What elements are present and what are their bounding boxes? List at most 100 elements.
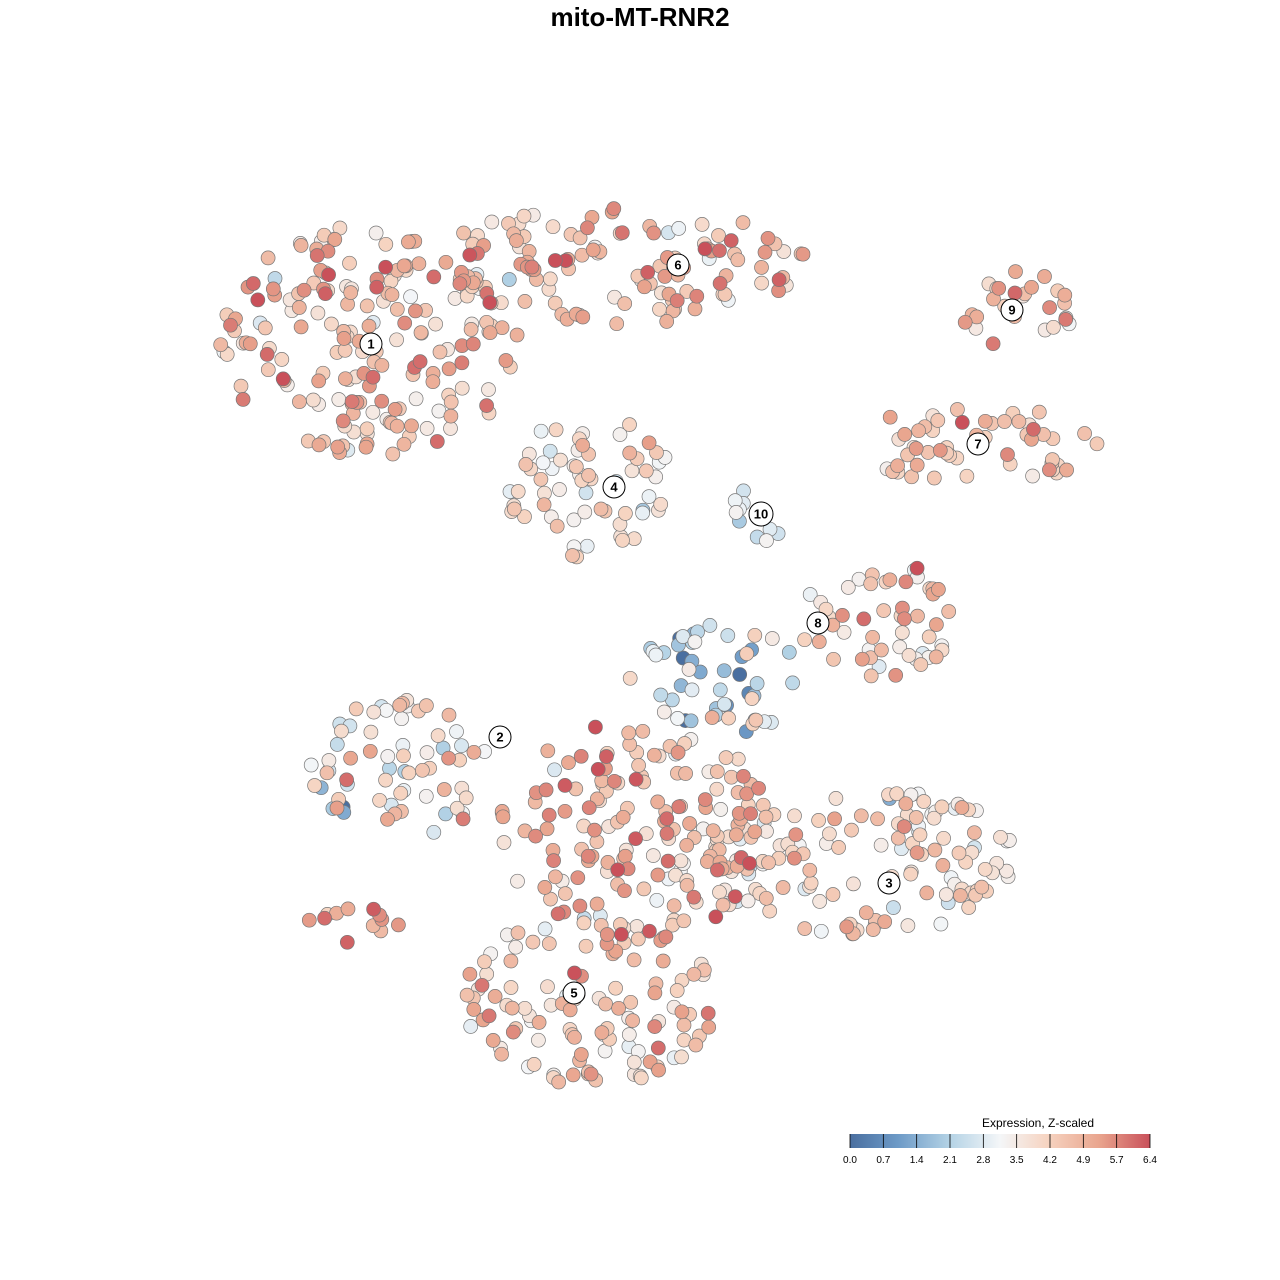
- data-point: [594, 1025, 610, 1040]
- data-point: [716, 663, 732, 679]
- data-point: [787, 808, 802, 824]
- data-point: [701, 1019, 717, 1035]
- data-point: [380, 811, 395, 827]
- data-point: [894, 625, 910, 640]
- data-point: [647, 985, 663, 1001]
- data-point: [443, 421, 458, 436]
- data-point: [730, 751, 746, 767]
- data-point: [321, 267, 336, 283]
- data-point: [311, 437, 327, 453]
- data-point: [573, 1047, 589, 1062]
- data-point: [581, 800, 597, 816]
- data-point: [900, 918, 916, 933]
- data-point: [329, 800, 345, 816]
- data-point: [551, 1074, 567, 1090]
- data-point: [336, 331, 352, 346]
- data-point: [826, 651, 841, 667]
- data-point: [618, 506, 633, 521]
- data-point: [495, 809, 511, 825]
- data-point: [681, 662, 697, 677]
- cluster-label-marker: [806, 611, 830, 635]
- data-point: [557, 886, 573, 901]
- legend-tick-label: 4.9: [1076, 1155, 1090, 1166]
- data-point: [549, 518, 565, 534]
- cluster-label-text: 5: [570, 986, 577, 1001]
- data-point: [378, 702, 394, 718]
- data-point: [825, 887, 841, 902]
- data-point: [645, 848, 661, 863]
- data-point: [454, 738, 469, 754]
- data-point: [213, 337, 229, 353]
- data-point: [561, 755, 576, 770]
- data-point: [1011, 414, 1027, 429]
- data-point: [599, 927, 615, 942]
- data-point: [474, 977, 490, 993]
- data-point: [712, 884, 727, 900]
- data-point: [510, 484, 526, 499]
- data-point: [647, 1019, 663, 1034]
- data-point: [293, 238, 309, 253]
- data-point: [509, 233, 524, 248]
- data-point: [935, 858, 951, 873]
- cluster-label-9: 9: [1000, 298, 1024, 322]
- data-point: [934, 799, 950, 815]
- data-point: [542, 271, 558, 287]
- data-point: [547, 253, 563, 268]
- data-point: [479, 398, 494, 413]
- data-point: [430, 728, 446, 743]
- data-point: [641, 435, 657, 451]
- data-point: [736, 768, 751, 784]
- data-point: [547, 762, 562, 778]
- data-point: [415, 762, 430, 778]
- data-point: [831, 840, 846, 855]
- data-point: [617, 848, 633, 864]
- data-point: [245, 276, 261, 291]
- data-point: [669, 293, 685, 308]
- cluster-label-marker: [488, 725, 512, 749]
- data-point: [614, 225, 630, 241]
- data-point: [338, 371, 353, 387]
- cluster-label-marker: [562, 981, 586, 1005]
- data-point: [802, 587, 818, 602]
- data-point: [301, 912, 317, 928]
- data-point: [335, 413, 351, 429]
- data-point: [465, 336, 481, 352]
- data-point: [628, 771, 644, 787]
- data-point: [484, 214, 500, 230]
- data-point: [671, 799, 687, 815]
- data-point: [670, 711, 685, 726]
- data-point: [578, 485, 594, 501]
- data-point: [358, 439, 374, 455]
- data-point: [697, 792, 713, 807]
- data-point: [547, 295, 563, 311]
- data-point: [575, 437, 590, 453]
- data-point: [1042, 300, 1057, 315]
- data-point: [908, 441, 924, 456]
- data-point: [865, 922, 881, 937]
- data-point: [384, 287, 400, 303]
- data-point: [713, 802, 729, 817]
- data-point: [903, 866, 919, 882]
- cluster-label-text: 8: [814, 616, 821, 631]
- data-point: [709, 781, 725, 797]
- data-point: [865, 629, 880, 645]
- data-point: [854, 651, 870, 667]
- data-point: [635, 723, 651, 739]
- data-point: [890, 458, 905, 474]
- data-point: [617, 296, 633, 311]
- data-point: [359, 298, 375, 314]
- data-point: [548, 869, 563, 885]
- data-point: [954, 800, 970, 815]
- data-point: [898, 574, 914, 590]
- data-point: [704, 710, 720, 725]
- data-point: [785, 675, 800, 691]
- data-point: [749, 676, 765, 691]
- cluster-label-2: 2: [488, 725, 512, 749]
- data-point: [340, 901, 356, 917]
- data-point: [705, 823, 721, 839]
- data-point: [728, 827, 744, 843]
- data-point: [1024, 279, 1039, 295]
- data-point: [950, 402, 965, 417]
- data-point: [531, 1015, 547, 1030]
- data-point: [324, 316, 339, 332]
